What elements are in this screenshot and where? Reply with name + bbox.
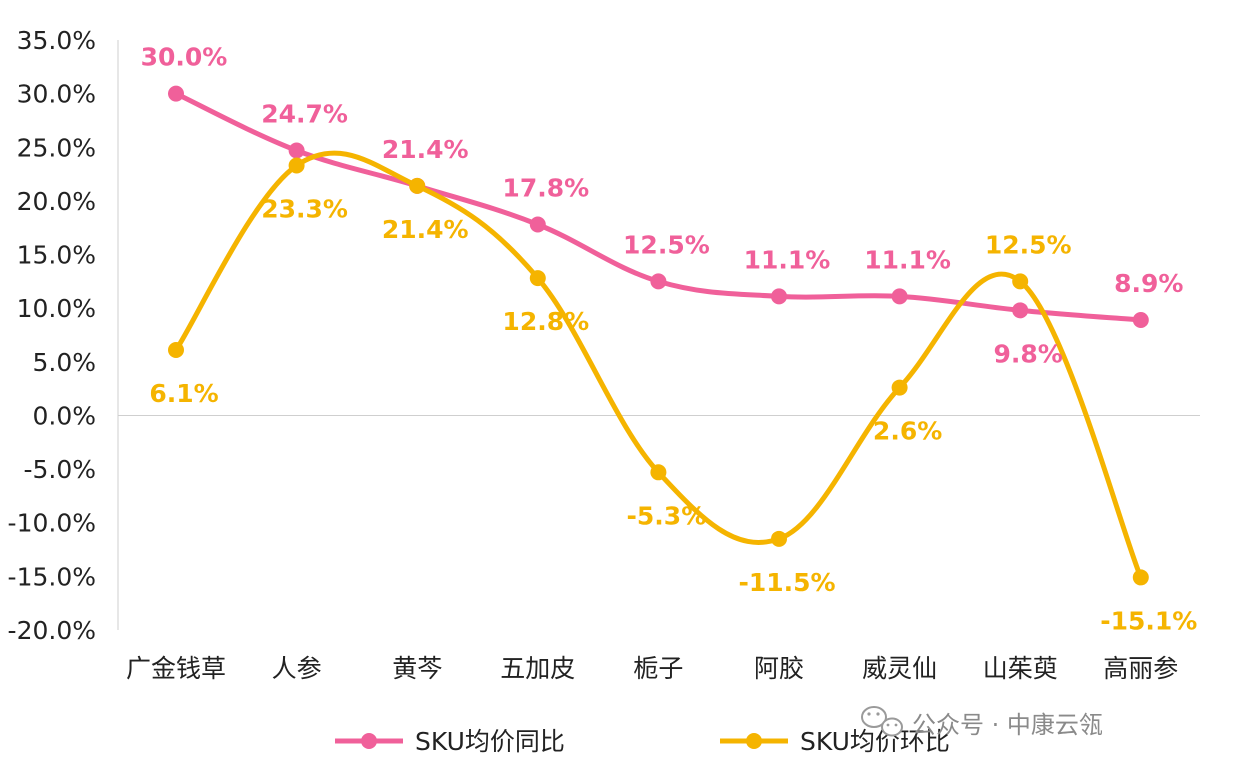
data-label: -15.1% bbox=[1100, 606, 1197, 635]
data-label: 12.8% bbox=[502, 307, 589, 336]
x-category-label: 栀子 bbox=[633, 654, 683, 683]
data-point bbox=[1132, 569, 1149, 586]
data-label: 24.7% bbox=[261, 99, 348, 128]
x-category-labels: 广金钱草 人参 黄芩 五加皮 栀子 阿胶 威灵仙 山茱萸 高丽参 bbox=[126, 654, 1178, 683]
data-point bbox=[529, 270, 546, 287]
data-point bbox=[1012, 302, 1029, 319]
x-category-label: 广金钱草 bbox=[126, 654, 226, 683]
x-category-label: 人参 bbox=[272, 654, 322, 683]
x-category-label: 黄芩 bbox=[392, 654, 442, 683]
watermark: 公众号 · 中康云瓴 bbox=[861, 706, 1103, 739]
data-label: 11.1% bbox=[864, 245, 951, 274]
legend-label: SKU均价同比 bbox=[415, 727, 565, 756]
y-tick-label: 10.0% bbox=[17, 294, 96, 323]
data-label: -5.3% bbox=[627, 501, 707, 530]
data-point bbox=[771, 530, 787, 547]
y-tick-label: 35.0% bbox=[17, 26, 96, 55]
data-label: 21.4% bbox=[382, 135, 469, 164]
data-label: 12.5% bbox=[623, 230, 710, 259]
y-tick-label: 15.0% bbox=[17, 241, 96, 270]
data-point bbox=[891, 288, 908, 305]
axes bbox=[117, 40, 1200, 630]
y-tick-label: 0.0% bbox=[32, 401, 96, 430]
data-label: -11.5% bbox=[738, 568, 835, 597]
y-tick-label: -20.0% bbox=[8, 616, 96, 645]
data-label-layer: 30.0% 24.7% 21.4% 17.8% 12.5% 11.1% 11.1% 9.8% 8… bbox=[141, 43, 1198, 636]
y-tick-labels: 35.0% 30.0% 25.0% 20.0% 15.0% 10.0% 5.0% 0.0% -5… bbox=[8, 26, 96, 645]
watermark-text: 公众号 · 中康云瓴 bbox=[912, 711, 1103, 739]
legend-swatch-marker bbox=[746, 733, 762, 749]
data-label: 6.1% bbox=[149, 379, 218, 408]
y-tick-label: 5.0% bbox=[32, 348, 96, 377]
data-point bbox=[650, 273, 667, 290]
data-label: 21.4% bbox=[382, 215, 469, 244]
data-label: 8.9% bbox=[1114, 269, 1183, 298]
data-point bbox=[891, 379, 908, 396]
legend: SKU均价同比 SKU均价环比 bbox=[335, 727, 950, 756]
legend-item: SKU均价环比 bbox=[720, 727, 950, 756]
series-yoy bbox=[168, 85, 1149, 328]
data-label: 12.5% bbox=[985, 230, 1072, 259]
data-label: 23.3% bbox=[261, 195, 348, 224]
data-label: 2.6% bbox=[873, 417, 942, 446]
legend-swatch-marker bbox=[361, 733, 377, 749]
data-label: 30.0% bbox=[141, 43, 228, 72]
x-category-label: 山茱萸 bbox=[983, 654, 1058, 683]
x-category-label: 威灵仙 bbox=[862, 654, 937, 683]
y-tick-label: -10.0% bbox=[8, 509, 96, 538]
legend-item: SKU均价同比 bbox=[335, 727, 565, 756]
wechat-icon bbox=[861, 706, 903, 737]
y-tick-label: 30.0% bbox=[17, 80, 96, 109]
data-label: 17.8% bbox=[502, 174, 589, 203]
data-point bbox=[771, 288, 787, 305]
data-point bbox=[529, 216, 546, 233]
data-point bbox=[409, 177, 426, 194]
data-point bbox=[288, 157, 305, 174]
data-label: 9.8% bbox=[994, 339, 1063, 368]
data-point bbox=[288, 142, 305, 159]
y-tick-label: -5.0% bbox=[23, 455, 96, 484]
x-category-label: 高丽参 bbox=[1103, 654, 1178, 683]
x-category-label: 五加皮 bbox=[500, 654, 575, 683]
y-tick-label: 25.0% bbox=[17, 133, 96, 162]
data-point bbox=[168, 85, 184, 102]
y-tick-label: 20.0% bbox=[17, 187, 96, 216]
x-category-label: 阿胶 bbox=[754, 654, 804, 683]
legend-label: SKU均价环比 bbox=[800, 727, 950, 756]
data-label: 11.1% bbox=[744, 245, 831, 274]
y-tick-label: -15.0% bbox=[8, 562, 96, 591]
data-point bbox=[1132, 311, 1149, 328]
series-layer bbox=[168, 85, 1149, 586]
data-point bbox=[168, 342, 184, 359]
data-point bbox=[1012, 273, 1029, 290]
series-mom bbox=[168, 150, 1149, 586]
data-point bbox=[650, 464, 667, 481]
